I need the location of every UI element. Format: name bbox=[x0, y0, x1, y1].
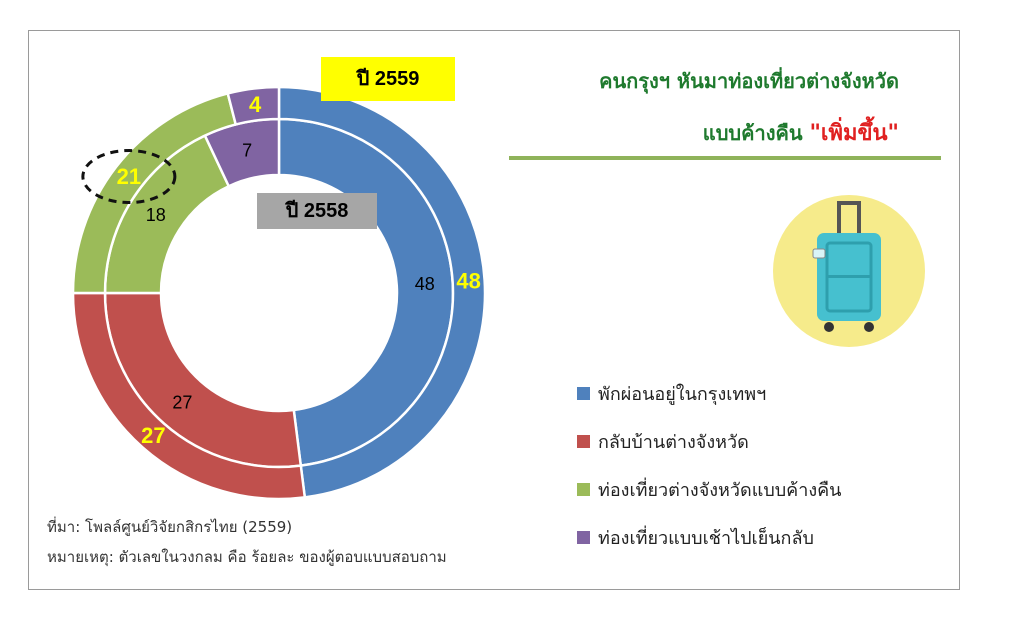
legend-label: ท่องเที่ยวแบบเช้าไปเย็นกลับ bbox=[598, 527, 814, 549]
chart-title-line2: แบบค้างคืน "เพิ่มขึ้น" bbox=[703, 115, 899, 150]
legend-swatch bbox=[577, 530, 590, 544]
legend-label: พักผ่อนอยู่ในกรุงเทพฯ bbox=[598, 383, 767, 405]
legend-label: กลับบ้านต่างจังหวัด bbox=[598, 431, 749, 453]
inner-ring-value-label: 18 bbox=[146, 205, 166, 225]
title-divider bbox=[509, 156, 941, 160]
infographic-frame: 48 27 18 7 48 27 21 4 ปี 2559 ปี 2558 คนกรุงฯ หัน… bbox=[28, 30, 960, 590]
outer-ring-value-label: 48 bbox=[456, 269, 480, 294]
chart-title-line2-main: แบบค้างคืน bbox=[702, 121, 810, 145]
chart-legend: พักผ่อนอยู่ในกรุงเทพฯ กลับบ้านต่างจังหวั… bbox=[577, 369, 841, 561]
outer-ring-value-label: 4 bbox=[249, 92, 262, 117]
chart-title-line1: คนกรุงฯ หันมาท่องเที่ยวต่างจังหวัด bbox=[599, 69, 899, 93]
donut-chart: 48 27 18 7 48 27 21 4 ปี 2559 ปี 2558 bbox=[71, 57, 487, 501]
remark-note: หมายเหตุ: ตัวเลขในวงกลม คือ ร้อยละ ของผู… bbox=[47, 548, 447, 566]
year-2558-badge-label: ปี 2558 bbox=[284, 199, 348, 222]
legend-item: ท่องเที่ยวแบบเช้าไปเย็นกลับ bbox=[577, 513, 841, 561]
outer-ring-value-label: 21 bbox=[117, 164, 141, 189]
legend-swatch bbox=[577, 434, 590, 448]
inner-ring-value-label: 27 bbox=[172, 393, 192, 413]
legend-swatch bbox=[577, 482, 590, 496]
highlight-circle bbox=[81, 149, 177, 205]
legend-item: กลับบ้านต่างจังหวัด bbox=[577, 417, 841, 465]
inner-ring-value-label: 7 bbox=[242, 141, 252, 161]
source-note: ที่มา: โพลล์ศูนย์วิจัยกสิกรไทย (2559) bbox=[47, 518, 293, 536]
year-2559-badge-label: ปี 2559 bbox=[355, 67, 419, 90]
inner-ring-value-label: 48 bbox=[415, 274, 435, 294]
legend-item: พักผ่อนอยู่ในกรุงเทพฯ bbox=[577, 369, 841, 417]
year-2558-badge bbox=[257, 193, 377, 229]
legend-item: ท่องเที่ยวต่างจังหวัดแบบค้างคืน bbox=[577, 465, 841, 513]
legend-swatch bbox=[577, 386, 590, 400]
outer-ring-value-label: 27 bbox=[141, 423, 165, 448]
suitcase-icon bbox=[773, 195, 925, 347]
outer-ring-slice bbox=[226, 85, 281, 126]
chart-title-highlight: "เพิ่มขึ้น" bbox=[809, 121, 899, 146]
legend-label: ท่องเที่ยวต่างจังหวัดแบบค้างคืน bbox=[598, 479, 842, 501]
year-2559-badge bbox=[321, 57, 455, 101]
data-labels: 48 27 18 7 48 27 21 4 bbox=[81, 92, 481, 448]
